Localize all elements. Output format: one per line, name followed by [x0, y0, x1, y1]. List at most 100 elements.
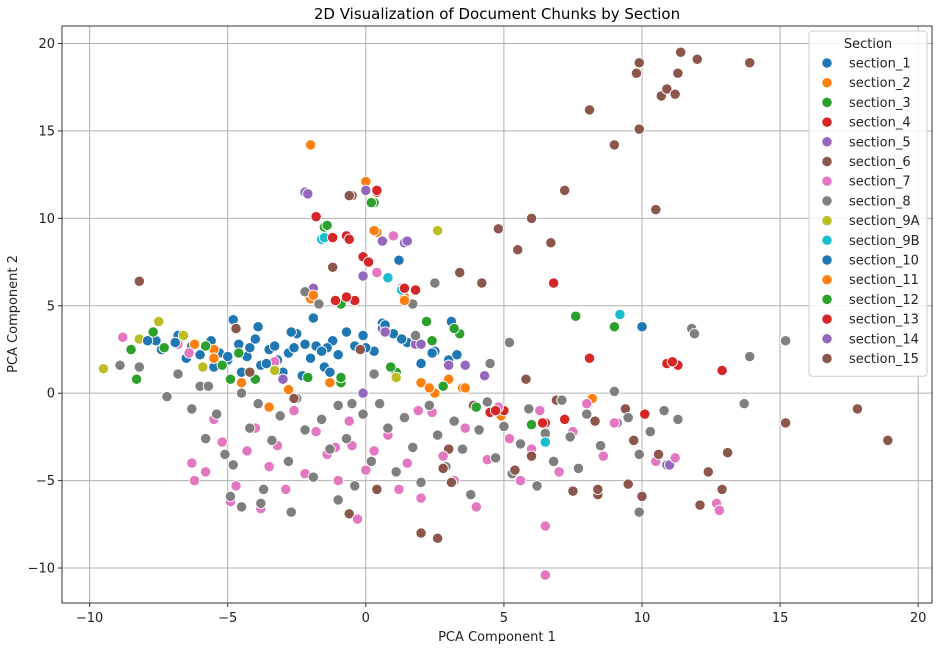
legend-title: Section	[844, 37, 892, 52]
data-point	[266, 434, 278, 447]
data-point	[420, 315, 433, 328]
data-point	[224, 490, 237, 502]
data-point	[633, 123, 645, 135]
legend-label: section_4	[849, 116, 911, 131]
data-point	[688, 328, 701, 340]
data-point	[851, 403, 864, 415]
data-point	[343, 189, 355, 202]
legend-label: section_13	[849, 313, 919, 328]
data-point	[581, 408, 593, 420]
data-point	[666, 356, 679, 368]
data-point	[371, 266, 383, 279]
data-point	[368, 368, 380, 380]
data-point	[188, 338, 201, 350]
data-point	[172, 368, 184, 380]
data-point	[559, 413, 571, 426]
data-point	[514, 438, 527, 450]
data-point	[357, 270, 369, 282]
data-point	[252, 398, 264, 410]
data-point	[514, 474, 527, 487]
data-point	[445, 476, 458, 489]
data-point	[691, 53, 703, 65]
data-point	[357, 408, 369, 420]
data-point	[503, 432, 516, 445]
data-point	[415, 377, 427, 389]
x-axis: −10 −5 0 5 10 15 20	[76, 603, 926, 626]
x-tick-label: 15	[772, 611, 789, 626]
data-point	[169, 336, 181, 349]
data-point	[426, 335, 438, 347]
legend-marker	[821, 96, 833, 109]
data-point	[459, 422, 471, 434]
data-point	[702, 466, 714, 478]
data-point	[489, 452, 502, 464]
legend-label: section_9B	[849, 234, 920, 249]
data-point	[539, 569, 551, 581]
data-point	[669, 452, 681, 464]
data-point	[675, 46, 687, 58]
series-section_9A	[97, 224, 444, 384]
legend-marker	[821, 77, 833, 89]
data-point	[332, 494, 344, 506]
plot-area-frame	[61, 25, 933, 604]
legend-label: section_9A	[849, 214, 920, 229]
data-points	[97, 46, 894, 581]
legend-marker	[821, 116, 833, 128]
data-point	[415, 492, 427, 504]
legend-marker	[821, 234, 833, 246]
legend-marker	[821, 254, 833, 266]
y-axis-label: PCA Component 2	[6, 255, 21, 373]
data-point	[260, 357, 273, 370]
data-point	[509, 464, 521, 476]
data-point	[437, 462, 449, 475]
data-point	[431, 429, 444, 441]
data-point	[307, 289, 319, 301]
data-point	[274, 410, 286, 422]
data-point	[525, 450, 538, 462]
data-point	[520, 373, 532, 385]
data-point	[498, 420, 510, 433]
data-point	[636, 490, 648, 502]
data-point	[379, 326, 391, 338]
data-point	[340, 432, 353, 445]
data-point	[288, 405, 300, 417]
legend-label: section_6	[849, 155, 911, 170]
data-point	[277, 373, 289, 385]
data-point	[652, 448, 665, 461]
data-point	[285, 326, 297, 338]
data-point	[125, 343, 137, 356]
data-point	[431, 532, 444, 544]
data-point	[672, 413, 684, 426]
data-point	[177, 329, 190, 342]
data-point	[235, 387, 248, 399]
data-point	[211, 408, 223, 420]
data-point	[437, 450, 449, 462]
data-point	[393, 483, 405, 495]
data-point	[302, 371, 314, 384]
data-point	[633, 57, 645, 69]
y-tick-label: 10	[38, 212, 55, 227]
data-point	[390, 371, 402, 384]
data-point	[133, 275, 145, 287]
legend: Section section_1 section_2 section_3sectio…	[808, 30, 928, 377]
data-point	[257, 483, 270, 495]
legend-label: section_1	[849, 57, 911, 72]
data-point	[199, 466, 212, 478]
data-point	[202, 380, 215, 392]
y-tick-label: 0	[47, 387, 55, 402]
data-point	[672, 67, 684, 79]
data-point	[564, 431, 576, 443]
data-point	[147, 326, 159, 338]
data-point	[315, 345, 328, 357]
data-point	[534, 405, 546, 417]
data-point	[186, 403, 198, 415]
data-point	[285, 506, 297, 518]
data-point	[199, 340, 212, 352]
data-point	[398, 294, 411, 307]
data-point	[387, 230, 400, 242]
data-point	[302, 188, 314, 200]
data-point	[431, 224, 444, 237]
data-point	[713, 504, 725, 516]
data-point	[622, 412, 634, 424]
data-point	[141, 335, 154, 347]
